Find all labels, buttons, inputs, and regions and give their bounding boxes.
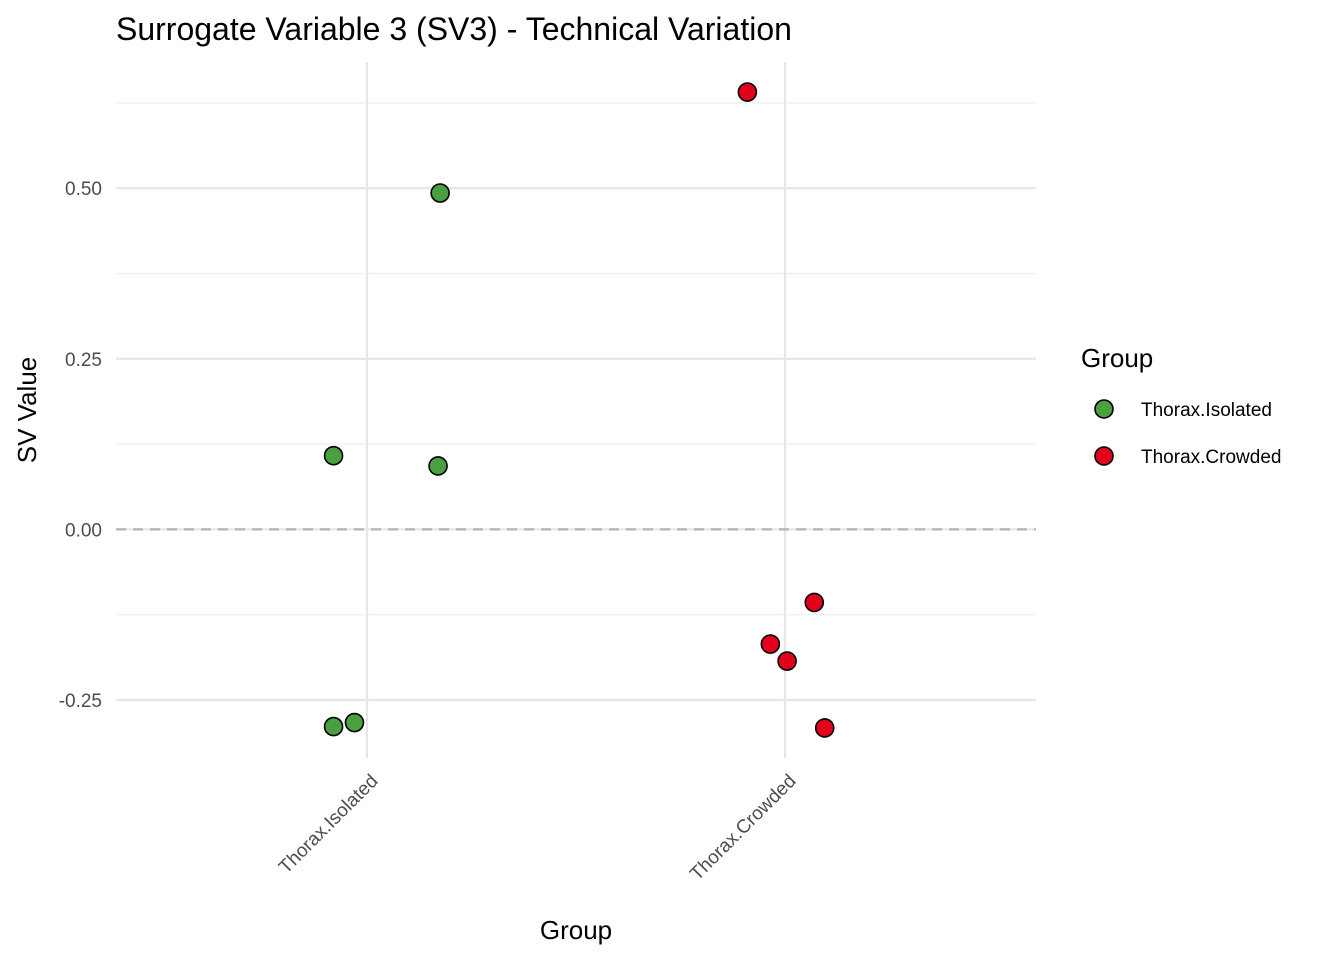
y-axis-title: SV Value [12,357,42,463]
data-point [323,716,344,737]
data-point [804,592,825,613]
data-point [428,456,448,476]
data-point [737,82,758,102]
legend: Group Thorax.Isolated Thorax.Crowded [1081,343,1281,468]
data-point [760,634,781,654]
y-tick-label: 0.25 [65,350,102,371]
y-tick-label: -0.25 [59,691,102,712]
legend-key [1094,446,1114,466]
data-point [344,712,365,733]
legend-label: Thorax.Crowded [1141,447,1281,468]
legend-key [1094,399,1114,419]
data-point [430,183,450,203]
x-tick-label: Thorax.Crowded [686,771,800,885]
y-axis-ticks: -0.25 0.00 0.25 0.50 [59,179,102,712]
data-point [777,651,797,671]
chart-title: Surrogate Variable 3 (SV3) - Technical V… [116,11,792,47]
legend-label: Thorax.Isolated [1141,400,1272,421]
data-point [323,445,344,466]
grid [116,62,1036,758]
data-points [323,82,835,738]
x-tick-label: Thorax.Isolated [275,771,382,878]
x-axis-ticks: Thorax.Isolated Thorax.Crowded [275,771,800,885]
x-axis-title: Group [540,915,612,945]
data-point [814,718,835,738]
legend-title: Group [1081,343,1153,373]
y-tick-label: 0.00 [65,520,102,541]
y-tick-label: 0.50 [65,179,102,200]
